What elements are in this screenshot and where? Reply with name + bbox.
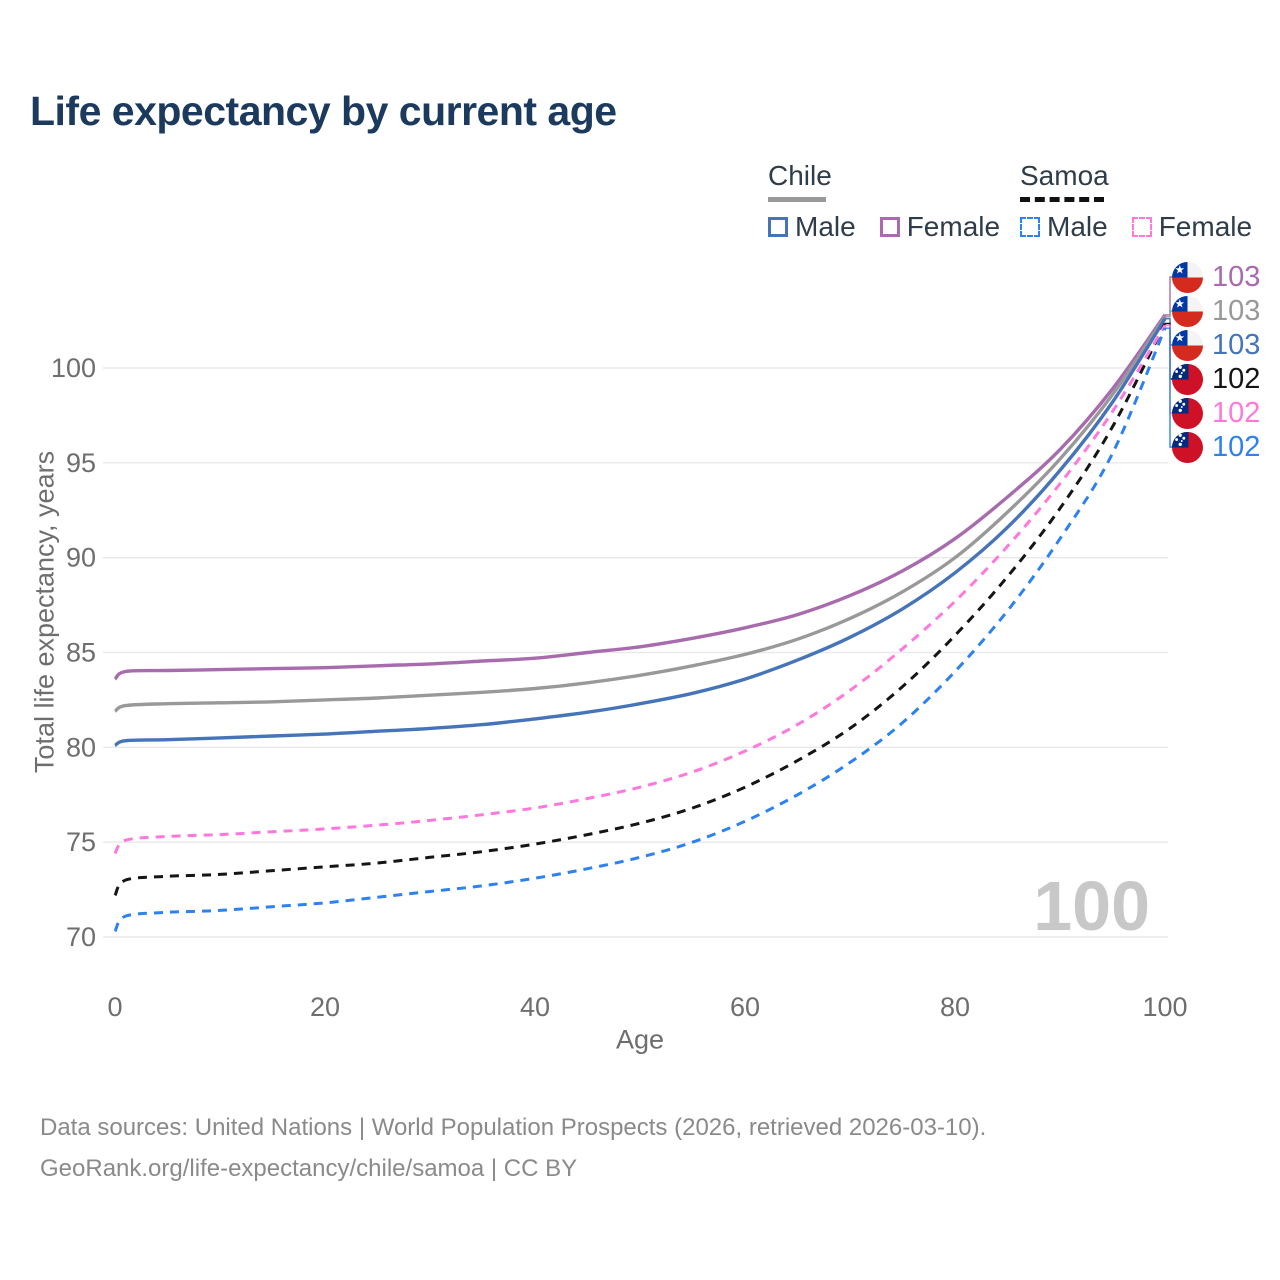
legend-title-samoa: Samoa	[1020, 160, 1109, 191]
x-tick-label: 40	[520, 992, 550, 1022]
legend-swatch-samoa-male	[1020, 217, 1040, 237]
legend-item-samoa-male: Male	[1020, 211, 1108, 243]
end-value: 102	[1212, 430, 1261, 463]
legend-swatch-chile-male	[768, 217, 788, 237]
y-tick-label: 70	[66, 922, 96, 952]
y-tick-label: 80	[66, 732, 96, 762]
legend-label-chile-female: Female	[906, 211, 1001, 242]
x-tick-label: 80	[940, 992, 970, 1022]
legend-swatch-chile-female	[879, 217, 900, 237]
legend-item-samoa-female: Female	[1131, 211, 1253, 243]
end-value: 103	[1212, 328, 1261, 361]
chile-flag-icon	[1172, 296, 1203, 327]
end-label-chile-female: 103	[1172, 260, 1260, 294]
attribution-line: GeoRank.org/life-expectancy/chile/samoa …	[40, 1154, 578, 1182]
legend-title-chile: Chile	[768, 160, 832, 191]
end-label-samoa-female: 102	[1172, 396, 1260, 430]
chile-flag-icon	[1172, 330, 1203, 361]
legend-item-chile-male: Male	[768, 211, 856, 243]
samoa-flag-icon	[1172, 398, 1203, 429]
series-line-samoa-both-sexes	[113, 322, 1167, 897]
samoa-flag-icon	[1172, 432, 1203, 463]
y-tick-label: 95	[66, 448, 96, 478]
samoa-flag-icon	[1172, 364, 1203, 395]
page-title: Life expectancy by current age	[30, 88, 617, 134]
legend-underline-solid	[768, 197, 826, 202]
legend-swatch-samoa-female	[1131, 217, 1152, 237]
axis-tick-labels: 70 75 80 85 90 95 100 0 20 40 60 80 100	[51, 353, 1188, 1022]
end-value: 103	[1212, 260, 1261, 293]
x-tick-label: 60	[730, 992, 760, 1022]
series-line-chile-female	[113, 313, 1167, 681]
end-label-samoa-both: 102	[1172, 362, 1260, 396]
y-tick-label: 90	[66, 543, 96, 573]
chile-flag-icon	[1172, 262, 1203, 293]
legend-label-chile-male: Male	[795, 211, 856, 242]
data-sources-line: Data sources: United Nations | World Pop…	[40, 1114, 987, 1141]
x-tick-label: 100	[1142, 992, 1187, 1022]
y-tick-label: 75	[66, 827, 96, 857]
legend-group-samoa: Samoa Male Female	[1020, 160, 1252, 243]
series-line-chile-male	[114, 317, 1167, 747]
end-value: 103	[1212, 294, 1261, 327]
end-label-samoa-male: 102	[1172, 430, 1260, 464]
series-line-chile-both-sexes	[113, 315, 1167, 713]
x-tick-label: 0	[107, 992, 122, 1022]
series-line-samoa-male	[113, 327, 1167, 933]
series-line-samoa-female	[113, 324, 1167, 855]
legend-item-chile-female: Female	[879, 211, 1001, 243]
y-tick-label: 85	[66, 638, 96, 668]
end-value: 102	[1212, 362, 1261, 395]
x-tick-label: 20	[310, 992, 340, 1022]
legend-label-samoa-male: Male	[1047, 211, 1108, 242]
legend-label-samoa-female: Female	[1158, 211, 1253, 242]
legend-group-chile: Chile Male Female	[768, 160, 1000, 243]
series-lines	[113, 313, 1167, 933]
x-axis-title: Age	[615, 1024, 665, 1055]
y-axis-title: Total life expectancy, years	[29, 450, 60, 774]
end-label-chile-both: 103	[1172, 294, 1260, 328]
end-value: 102	[1212, 396, 1261, 429]
y-tick-label: 100	[51, 353, 96, 383]
legend-underline-dashed	[1020, 197, 1104, 202]
gridlines	[103, 367, 1168, 938]
end-label-chile-male: 103	[1172, 328, 1260, 362]
age-watermark: 100	[1033, 867, 1150, 945]
footer-credits: Data sources: United Nations | World Pop…	[40, 1108, 986, 1190]
